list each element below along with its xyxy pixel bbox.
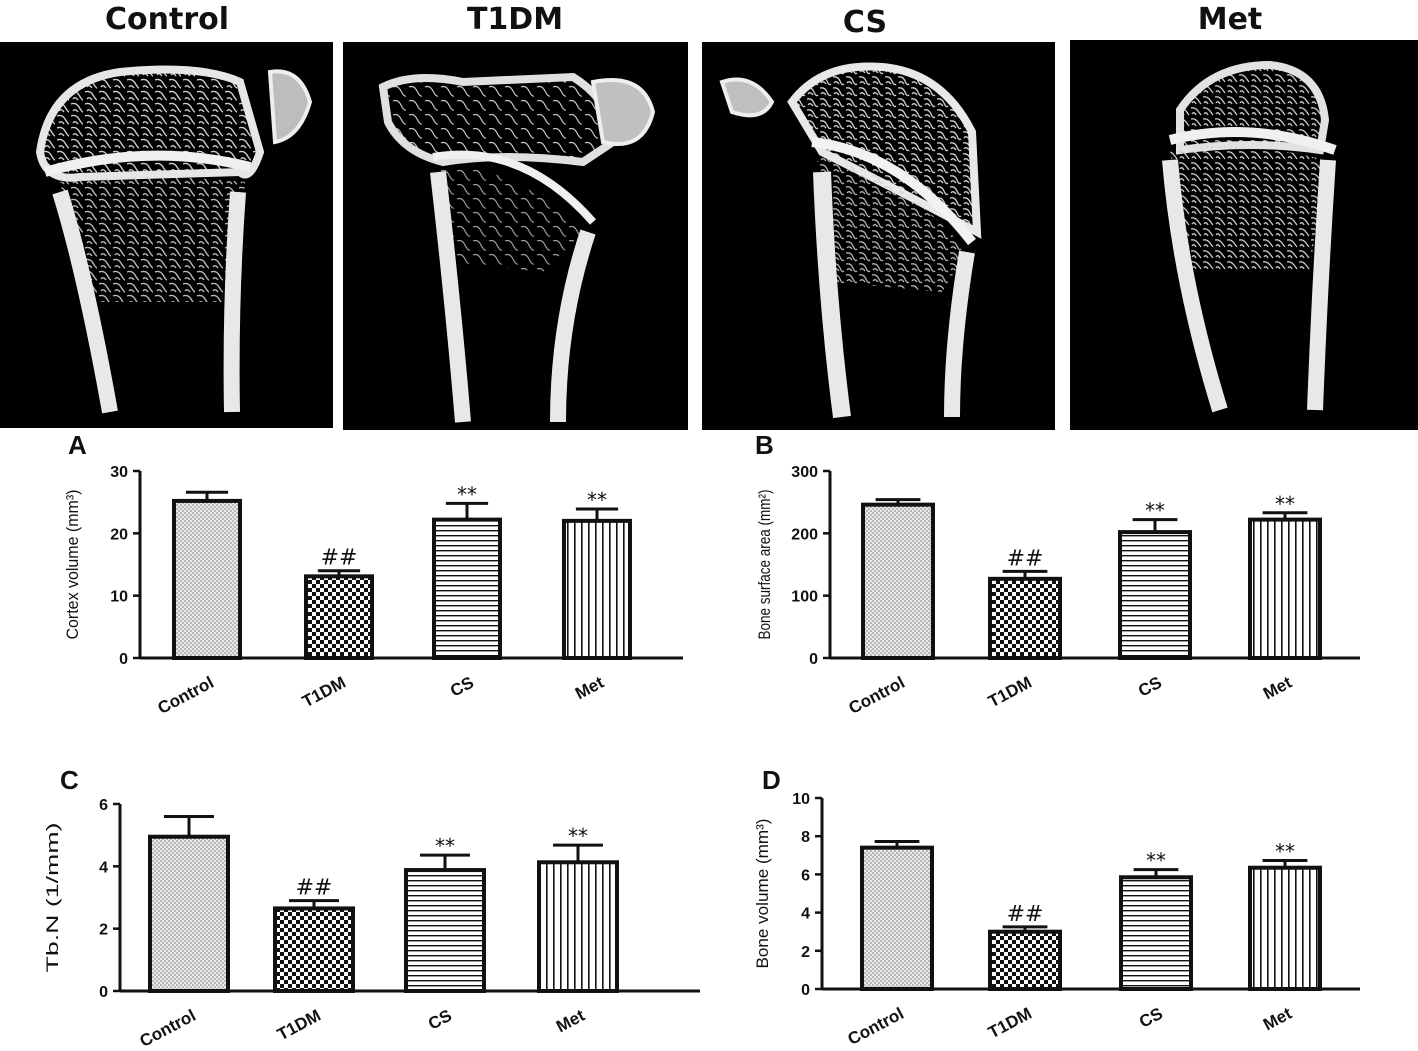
image-title-t1dm: T1DM	[466, 2, 564, 37]
y-tick-label: 8	[801, 829, 810, 846]
y-tick-label: 300	[791, 464, 818, 481]
y-axis-label: Bone surface area (mm²)	[755, 490, 774, 640]
x-tick-label: T1DM	[274, 1006, 324, 1045]
significance-label: ##	[296, 876, 333, 901]
y-tick-label: 2	[801, 944, 810, 961]
x-tick-label: CS	[1135, 673, 1165, 701]
significance-label: **	[568, 824, 588, 848]
bar-control	[860, 845, 934, 991]
significance-label: **	[587, 488, 607, 512]
x-tick-label: Met	[553, 1006, 588, 1037]
y-tick-label: 4	[99, 859, 108, 876]
x-tick-label: Control	[846, 673, 908, 718]
y-tick-label: 30	[110, 464, 128, 481]
significance-label: ##	[1007, 902, 1044, 927]
significance-label: **	[457, 482, 477, 506]
bar-met	[1248, 865, 1322, 992]
panel-label-d: D	[762, 765, 781, 795]
bone-scan-t1dm	[378, 72, 656, 423]
bar-control	[148, 834, 230, 993]
image-title-cs: CS	[842, 5, 888, 40]
y-axis-label: Cortex volume (mm³)	[63, 490, 82, 640]
bar-t1dm	[988, 929, 1062, 992]
x-tick-label: T1DM	[985, 1004, 1035, 1043]
bone-scan-met	[1162, 60, 1337, 413]
bone-scan-control	[35, 65, 313, 414]
x-tick-label: Met	[1260, 1004, 1295, 1035]
bar-t1dm	[304, 574, 374, 660]
x-tick-label: T1DM	[985, 673, 1035, 712]
x-tick-label: T1DM	[299, 673, 349, 712]
y-tick-label: 0	[119, 651, 128, 668]
significance-label: **	[1275, 839, 1295, 863]
x-tick-label: Met	[572, 673, 607, 704]
image-title-control: Control	[105, 2, 230, 37]
y-tick-label: 200	[791, 526, 818, 543]
bar-met	[562, 518, 632, 660]
y-tick-label: 10	[792, 791, 810, 808]
bar-cs	[404, 868, 486, 993]
panel-label-c: C	[60, 765, 79, 795]
chart-panel-b: 0 100 200 300 Bone surface area (mm²) Control…	[755, 464, 1360, 718]
bone-scan-cs	[719, 62, 982, 419]
bar-cs	[1118, 530, 1192, 660]
chart-panel-c: 0 2 4 6 Tb.N (1/mm) Control ## T1DM ** CS ** Met	[43, 797, 700, 1051]
panel-label-a: A	[68, 430, 87, 460]
microct-image-t1dm	[343, 42, 688, 430]
y-tick-label: 2	[99, 922, 108, 939]
y-tick-label: 10	[110, 589, 128, 606]
x-tick-label: Met	[1260, 673, 1295, 704]
bar-met	[537, 860, 619, 994]
bar-t1dm	[988, 576, 1062, 660]
significance-label: **	[435, 834, 455, 858]
bar-control	[861, 502, 935, 660]
y-tick-label: 0	[809, 651, 818, 668]
bar-t1dm	[273, 906, 355, 993]
x-tick-label: CS	[1136, 1004, 1166, 1032]
y-tick-label: 6	[99, 797, 108, 814]
significance-label: **	[1146, 849, 1166, 873]
x-tick-label: CS	[425, 1006, 455, 1034]
y-tick-label: 0	[99, 984, 108, 1001]
image-title-met: Met	[1197, 2, 1263, 37]
microct-image-control	[0, 42, 333, 428]
bar-cs	[432, 517, 502, 660]
y-tick-label: 4	[801, 906, 810, 923]
x-tick-label: Control	[137, 1006, 199, 1051]
bar-cs	[1119, 875, 1193, 992]
y-axis-label: Tb.N (1/mm)	[43, 823, 62, 973]
chart-panel-a: 0 10 20 30 Cortex volume (mm³) Control ## T1DM *…	[63, 464, 683, 718]
microct-image-cs	[702, 42, 1055, 430]
y-tick-label: 100	[791, 589, 818, 606]
panel-label-b: B	[755, 430, 774, 460]
significance-label: ##	[321, 546, 358, 571]
y-tick-label: 20	[110, 526, 128, 543]
bar-met	[1248, 517, 1322, 660]
significance-label: **	[1275, 492, 1295, 516]
chart-panel-d: 0 2 4 6 8 10 Bone volume (mm³) Control ## T1DM ** C…	[753, 791, 1360, 1049]
y-tick-label: 6	[801, 867, 810, 884]
microct-image-met	[1070, 40, 1418, 430]
x-tick-label: Control	[155, 673, 217, 718]
bar-control	[172, 498, 242, 661]
y-axis-label: Bone volume (mm³)	[753, 819, 772, 969]
x-tick-label: Control	[845, 1004, 907, 1049]
x-tick-label: CS	[447, 673, 477, 701]
significance-label: ##	[1007, 546, 1044, 571]
y-tick-label: 0	[801, 982, 810, 999]
significance-label: **	[1145, 499, 1165, 523]
